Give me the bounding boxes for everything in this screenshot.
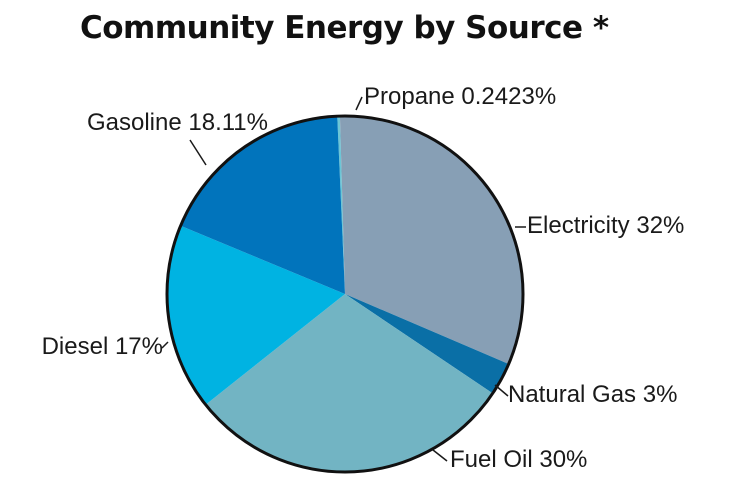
leader-line — [494, 384, 509, 397]
pie-slice-natural-gas — [345, 294, 509, 394]
slice-label-natural-gas: Natural Gas 3% — [508, 381, 677, 408]
slice-label-electricity: Electricity 32% — [527, 212, 684, 239]
pie-slice-fuel-oil — [205, 294, 493, 472]
slice-label-propane: Propane 0.2423% — [364, 83, 556, 110]
slice-label-gasoline: Gasoline 18.11% — [87, 109, 268, 136]
slice-label-fuel-oil: Fuel Oil 30% — [450, 446, 587, 473]
pie-slice-electricity — [339, 116, 523, 365]
leader-line — [189, 139, 207, 166]
pie-slice-propane — [337, 116, 345, 294]
leader-line — [355, 96, 363, 111]
pie-slice-gasoline — [180, 116, 345, 294]
leader-line — [161, 341, 169, 349]
pie-slice-diesel — [166, 225, 345, 405]
chart-title: Community Energy by Source * — [80, 10, 609, 46]
leader-line — [432, 449, 448, 462]
pie-outline — [165, 114, 525, 474]
slice-label-diesel: Diesel 17% — [42, 333, 163, 360]
